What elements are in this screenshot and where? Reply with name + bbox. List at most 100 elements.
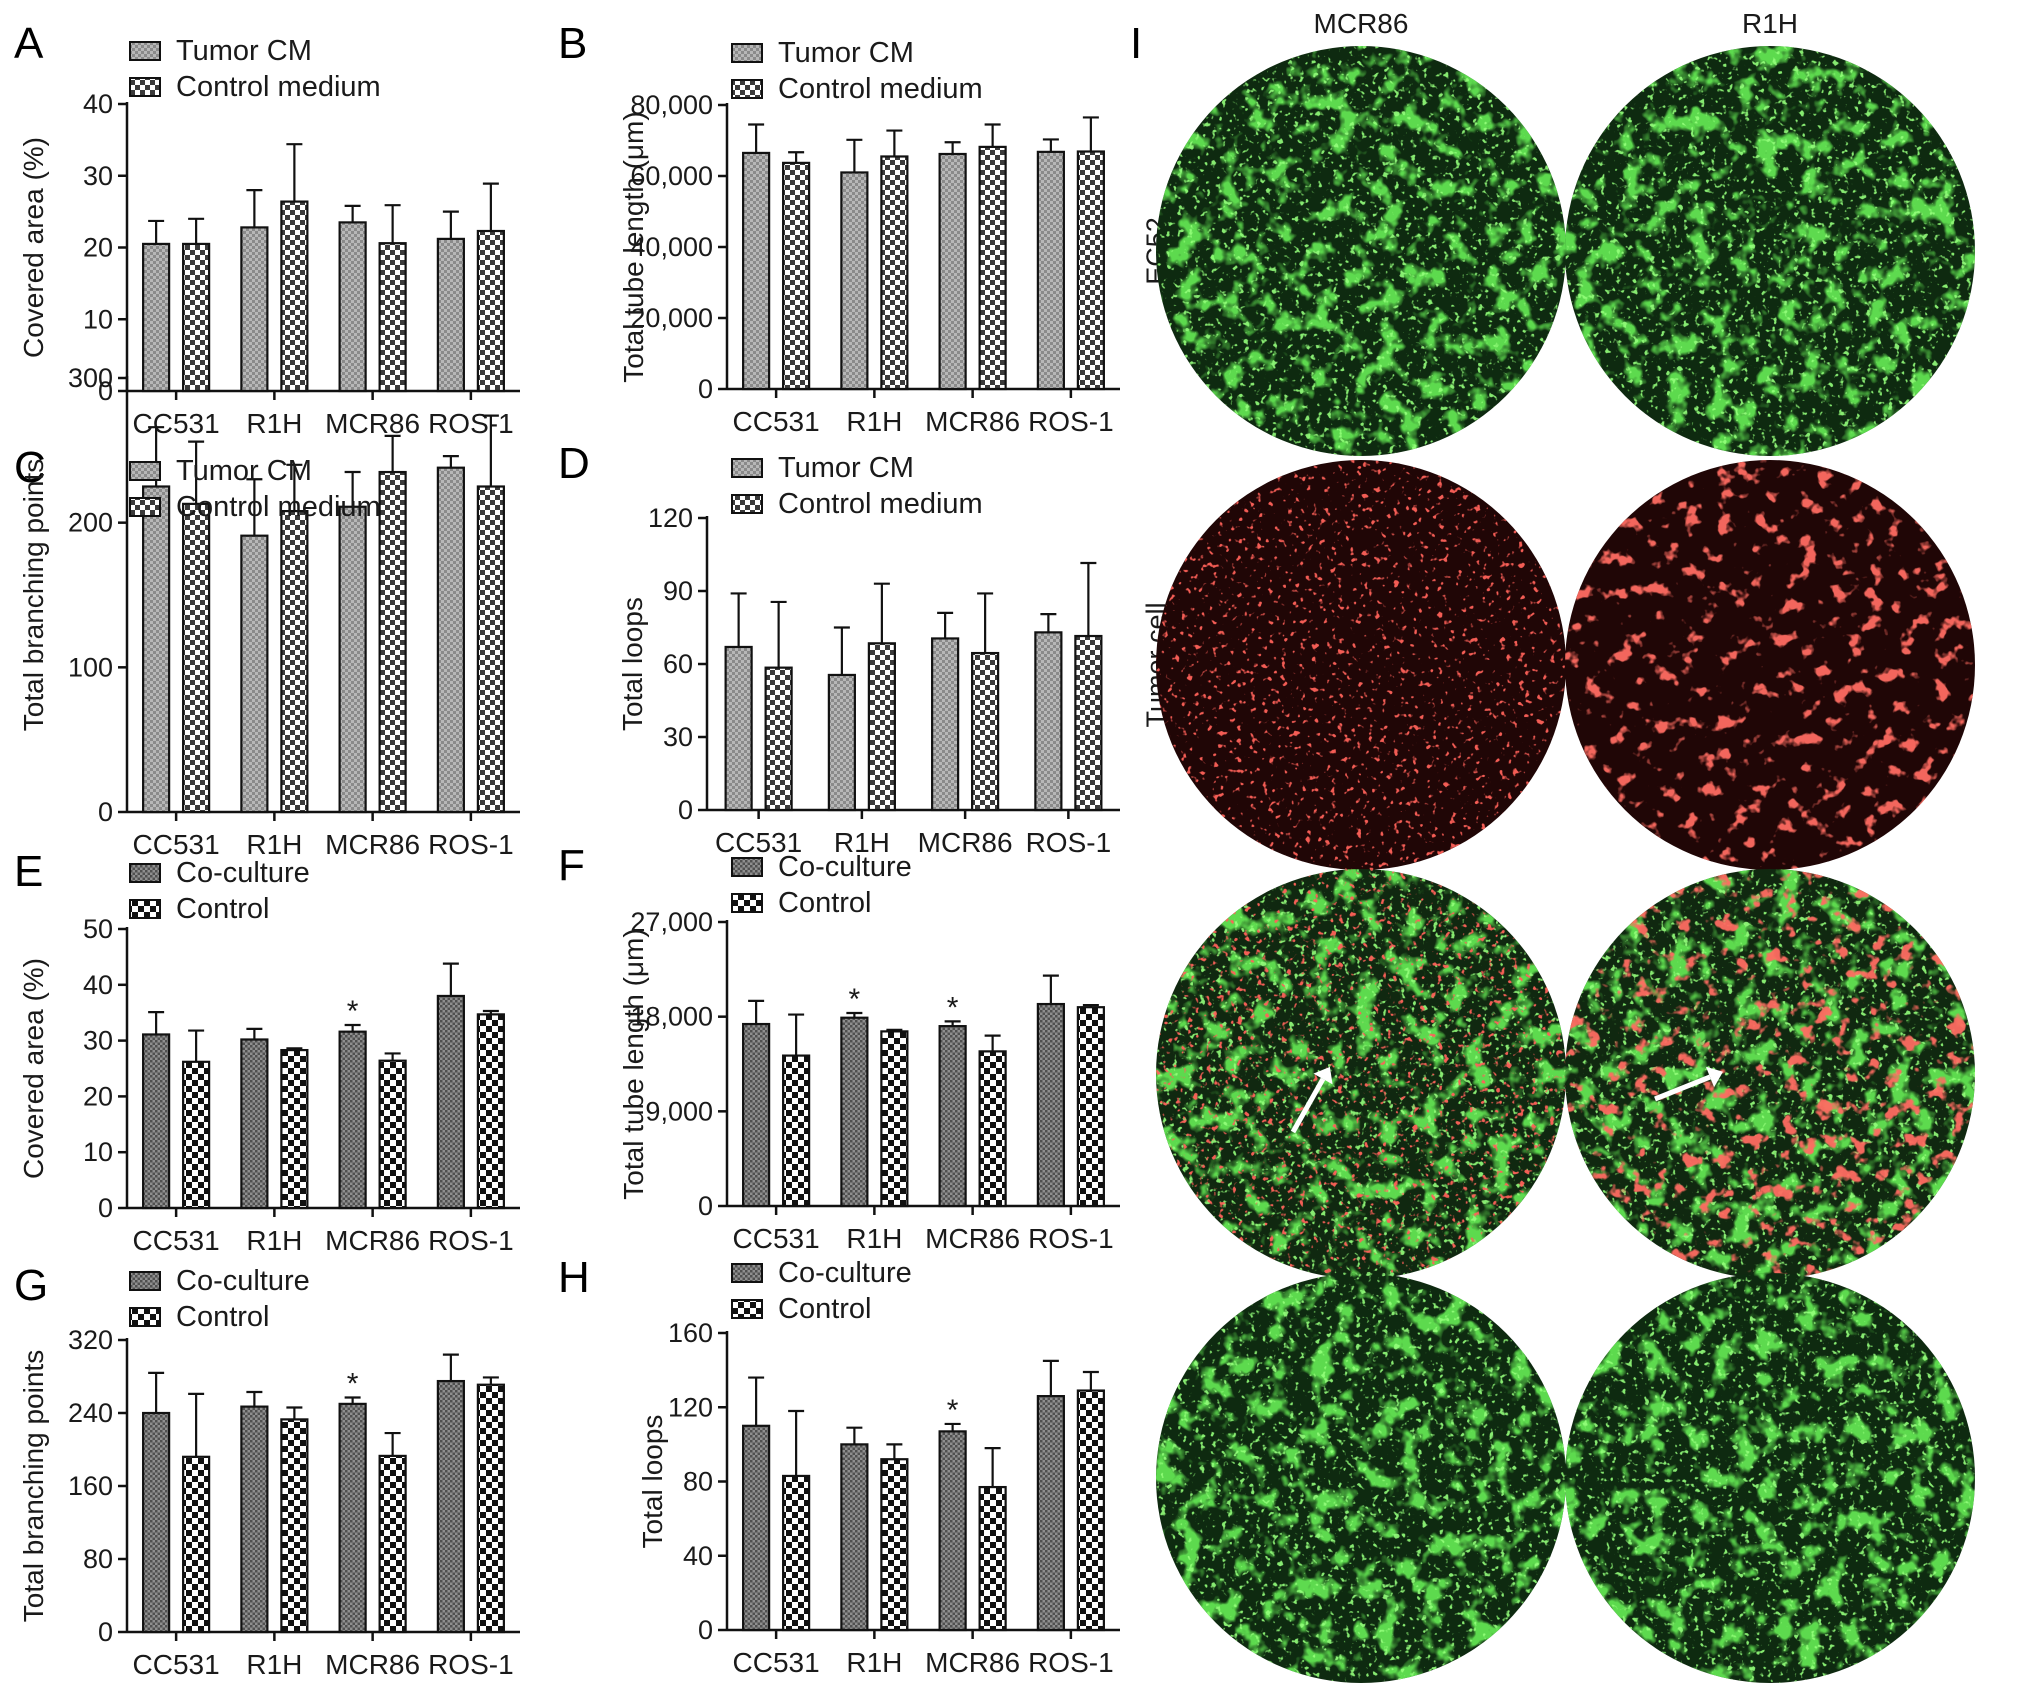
legend-swatch [731, 1299, 763, 1319]
legend-label: Control [778, 887, 872, 919]
significance-asterisk: * [947, 1394, 959, 1427]
bar [1076, 1389, 1105, 1632]
y-tick-label: 30 [83, 1026, 113, 1056]
legend-label: Co-culture [176, 857, 310, 889]
legend-swatch [731, 1263, 763, 1283]
y-axis-title: Total tube length (μm) [618, 111, 649, 382]
legend-swatch [129, 77, 161, 97]
x-tick-label: CC531 [133, 1225, 220, 1256]
x-tick-label: ROS-1 [428, 829, 514, 860]
bar [938, 1430, 967, 1632]
chart-d: D 0 30 60 90 120 Total loops CC531 R1H MCR86 ROS-1… [558, 439, 1120, 858]
x-tick-label: CC531 [715, 827, 802, 858]
y-tick-label: 10 [83, 304, 113, 334]
bar [338, 1402, 367, 1634]
legend-label: Tumor CM [778, 452, 914, 484]
x-tick-label: MCR86 [325, 1225, 420, 1256]
bar [971, 651, 1000, 812]
panel-letter: B [558, 19, 587, 68]
bar [1074, 634, 1103, 812]
legend-swatch [731, 857, 763, 877]
x-tick-label: MCR86 [918, 827, 1013, 858]
bar [880, 155, 909, 391]
micrograph-column-title: MCR86 [1314, 8, 1409, 39]
bar [938, 152, 967, 391]
y-tick-label: 30 [83, 161, 113, 191]
bar [742, 151, 771, 391]
bar [280, 1418, 309, 1634]
bar [240, 226, 269, 393]
y-tick-label: 40 [683, 1541, 713, 1571]
significance-asterisk: * [347, 995, 359, 1028]
y-tick-label: 0 [678, 795, 693, 825]
legend-swatch [129, 1307, 161, 1327]
x-tick-label: ROS-1 [428, 408, 514, 439]
micrograph-red [1565, 460, 1975, 870]
y-axis-title: Total loops [637, 1415, 668, 1549]
bar [378, 470, 407, 814]
bar [764, 666, 793, 812]
y-tick-label: 160 [668, 1318, 713, 1348]
bar [978, 1485, 1007, 1632]
x-tick-label: CC531 [733, 1647, 820, 1678]
chart-c: C 0 100 200 300 Total branching points CC531 R1… [14, 363, 520, 860]
bar [142, 242, 171, 393]
bar [142, 485, 171, 814]
x-tick-label: R1H [846, 1223, 902, 1254]
bar [782, 1474, 811, 1632]
bar [978, 1050, 1007, 1208]
bar [142, 1033, 171, 1210]
y-tick-label: 0 [698, 374, 713, 404]
bar [931, 637, 960, 812]
x-tick-label: MCR86 [925, 406, 1020, 437]
y-tick-label: 40,000 [630, 232, 713, 262]
chart-g: G 0 80 160 240 320 Total branching points CC531… [14, 1261, 520, 1680]
panel-letter: C [14, 443, 46, 492]
bar [880, 1458, 909, 1632]
bar [476, 1013, 505, 1210]
bar [240, 1038, 269, 1210]
x-tick-label: R1H [246, 829, 302, 860]
panel-letter: A [14, 19, 44, 68]
legend-swatch [731, 79, 763, 99]
arrow-indicator [1654, 1074, 1711, 1102]
bar [1036, 150, 1065, 391]
x-tick-label: ROS-1 [1028, 1647, 1114, 1678]
significance-asterisk: * [947, 991, 959, 1024]
y-tick-label: 10 [83, 1137, 113, 1167]
panel-letter: E [14, 847, 43, 896]
micrograph-column-title: R1H [1742, 8, 1798, 39]
bar [476, 485, 505, 814]
arrow-head [1313, 1066, 1333, 1085]
legend-swatch [731, 494, 763, 514]
micrograph-green [1156, 46, 1566, 456]
bar [280, 200, 309, 393]
x-tick-label: CC531 [133, 829, 220, 860]
x-tick-label: CC531 [733, 1223, 820, 1254]
y-axis-title: Covered area (%) [18, 137, 49, 358]
bar [240, 1405, 269, 1634]
y-tick-label: 90 [663, 576, 693, 606]
micrograph-control [1565, 1273, 1975, 1683]
x-tick-label: CC531 [733, 406, 820, 437]
y-tick-label: 120 [668, 1392, 713, 1422]
y-tick-label: 40 [83, 970, 113, 1000]
panel-letter: I [1130, 19, 1142, 68]
bar-charts: A 0 10 20 30 40 Covered area (%) CC531 R1H MCR86 R… [14, 19, 1120, 1680]
y-tick-label: 20,000 [630, 303, 713, 333]
arrow-indicator [1290, 1077, 1326, 1134]
y-tick-label: 200 [68, 508, 113, 538]
bar [840, 1443, 869, 1632]
significance-asterisk: * [347, 1367, 359, 1400]
bar [182, 502, 211, 814]
bar [782, 161, 811, 391]
x-tick-label: R1H [246, 1225, 302, 1256]
bar [436, 1379, 465, 1634]
legend-swatch [731, 458, 763, 478]
x-tick-label: R1H [834, 827, 890, 858]
x-tick-label: CC531 [133, 1649, 220, 1680]
y-axis-title: Covered area (%) [18, 958, 49, 1179]
y-tick-label: 80 [83, 1544, 113, 1574]
bar [742, 1424, 771, 1632]
